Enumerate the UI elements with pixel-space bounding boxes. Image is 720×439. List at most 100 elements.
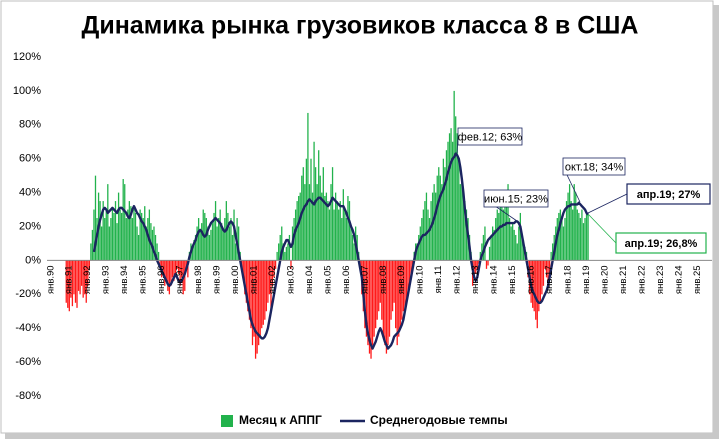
bar [91,229,94,261]
bar [510,226,512,261]
bar [516,243,518,261]
bar [370,260,372,359]
bar [308,184,311,261]
x-tick-label: янв.04 [304,265,315,294]
bar [334,192,337,261]
bar [137,234,140,261]
annotation-box [483,189,549,208]
x-tick-label: янв.90 [45,265,56,294]
bar [67,260,69,308]
bar [148,209,151,261]
bar [207,226,209,261]
bar [475,260,477,274]
x-tick-label: янв.14 [489,265,500,294]
bar [124,184,126,261]
x-tick-label: янв.02 [267,265,278,294]
bar [310,158,312,261]
bar [214,201,217,261]
bar [281,226,283,261]
bar [287,243,289,261]
annotation-box [615,232,707,254]
bar [290,260,292,269]
bar [296,201,298,261]
bar [478,260,480,264]
y-tick-label: 80% [19,119,41,131]
bar [465,209,468,261]
bar [401,260,403,320]
x-tick-label: янв.98 [193,265,204,294]
bar [341,218,343,261]
bar [271,260,274,286]
bar [573,184,575,261]
bar [581,209,583,261]
bar [479,251,481,261]
x-tick-label: янв.24 [673,265,684,294]
bar [499,201,501,261]
bar [238,226,240,261]
y-tick-label: 20% [19,220,41,232]
bar [538,260,540,312]
bar [324,195,326,261]
chart-title: Динамика рынка грузовиков класса 8 в США [82,12,639,40]
bar [481,243,483,261]
bar [445,150,448,261]
bar [194,234,197,261]
annotation-label: окт.18; 34% [565,161,624,173]
bar [82,260,84,298]
y-tick-label: 0% [25,254,41,266]
bar [345,218,348,261]
bar [142,218,144,261]
bar [545,260,548,278]
bar [187,260,189,278]
bar [328,209,331,261]
bar [515,234,517,261]
bar [130,206,132,261]
bar [201,223,203,261]
bar [398,260,400,337]
bar [532,260,534,308]
bar [350,226,352,261]
bar [485,260,488,269]
bar [211,223,214,261]
bar [455,116,457,261]
x-tick-label: янв.07 [359,265,370,294]
bar [331,167,334,261]
bar [242,260,244,278]
bar [111,209,114,261]
bar [274,260,277,269]
bar [245,260,247,303]
bar [550,251,552,261]
bar [127,209,129,261]
bar [250,260,252,329]
bar [101,226,103,261]
bar [399,260,401,329]
bar [110,218,112,261]
bar [325,192,328,261]
bar [327,201,329,261]
bar [117,192,120,261]
annotation-label: июн.15; 23% [484,193,548,205]
bar [181,260,183,278]
y-tick-label: -40% [15,322,41,334]
bar [533,260,535,312]
bar [418,234,420,261]
annotation-label: апр.19; 26,8% [625,238,698,250]
bar [157,251,160,261]
x-tick-label: янв.11 [433,265,444,293]
bar [268,260,271,295]
bar [251,260,254,346]
bar [136,226,138,261]
bar [144,206,146,261]
y-tick-label: -60% [15,356,41,368]
bar [262,260,264,325]
bar [387,260,389,346]
bar [456,133,458,261]
bar [404,260,406,312]
annotation-leader [587,193,628,214]
bar [578,212,580,261]
bar [444,167,446,261]
bar [582,223,585,261]
bar [584,218,586,261]
bar [156,243,158,261]
bar [102,201,104,261]
